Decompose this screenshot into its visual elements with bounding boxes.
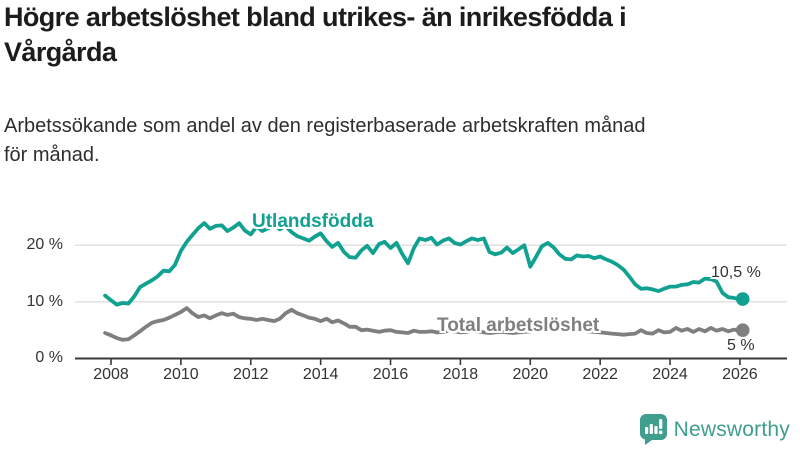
end-value-label-total: 5 %: [727, 337, 755, 354]
x-tick-label: 2024: [652, 366, 688, 383]
series-label-total-arbetsloshet: Total arbetslöshet: [437, 315, 600, 336]
page-title-line2: Vårgårda: [4, 37, 117, 67]
x-tick-label: 2022: [582, 366, 618, 383]
x-tick-label: 2026: [722, 366, 758, 383]
x-tick-label: 2012: [232, 366, 269, 383]
end-value-label-utlandsfodda: 10,5 %: [711, 264, 761, 281]
x-tick-label: 2010: [163, 366, 199, 383]
x-tick-label: 2020: [512, 366, 549, 383]
newsworthy-logo[interactable]: Newsworthy: [639, 414, 790, 445]
x-tick-label: 2014: [302, 366, 339, 383]
x-tick-label: 2018: [442, 366, 479, 383]
y-axis-label-0: 0 %: [35, 349, 63, 366]
y-axis-label-20: 20 %: [26, 236, 63, 253]
x-tick-label: 2008: [93, 366, 129, 383]
bar-chart-speech-bubble-icon: [639, 414, 667, 445]
page-title: Högre arbetslöshet bland utrikes- än inr…: [4, 0, 627, 70]
page-title-line1: Högre arbetslöshet bland utrikes- än inr…: [4, 2, 627, 32]
x-tick-label: 2016: [372, 366, 409, 383]
page-subtitle: Arbetssökande som andel av den registerb…: [4, 112, 646, 170]
page-subtitle-line1: Arbetssökande som andel av den registerb…: [4, 115, 646, 137]
brand-name: Newsworthy: [673, 417, 790, 441]
page-subtitle-line2: för månad.: [4, 144, 100, 166]
series-label-utlandsfodda: Utlandsfödda: [252, 211, 374, 232]
y-axis-label-10: 10 %: [26, 293, 63, 310]
